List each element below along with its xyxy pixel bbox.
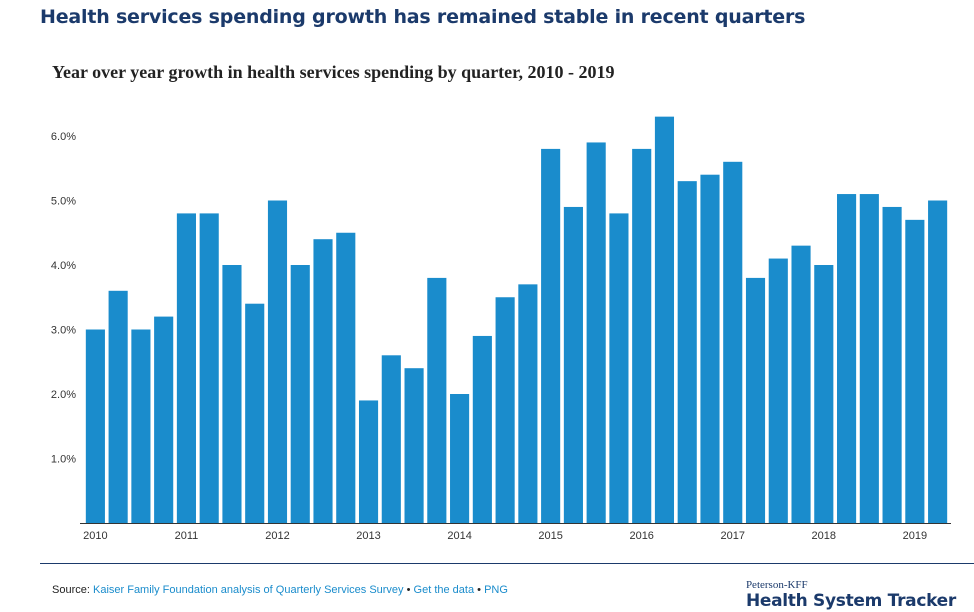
bar[interactable]: 2017 Q3: 4.1% xyxy=(768,258,788,523)
bar[interactable]: 2015 Q3: 5.9% xyxy=(586,142,606,523)
source-line: Source: Kaiser Family Foundation analysi… xyxy=(52,584,508,596)
bar[interactable]: 2011 Q2: 4.8% xyxy=(199,213,219,523)
brand-logo[interactable]: Peterson-KFF Health System Tracker xyxy=(745,579,956,612)
bar[interactable]: 2014 Q3: 3.5% xyxy=(495,297,515,523)
bar[interactable]: 2016 Q2: 6.3% xyxy=(654,116,675,524)
bar[interactable]: 2017 Q2: 3.8% xyxy=(745,277,766,523)
bar[interactable]: 2017 Q4: 4.3% xyxy=(791,245,811,523)
separator: • xyxy=(477,584,482,596)
source-label: Source: xyxy=(52,584,90,596)
bar[interactable]: 2011 Q1: 4.8% xyxy=(176,213,196,523)
bar-chart: 1.0%2.0%3.0%4.0%5.0%6.0% 2010 Q1: 3.0%20… xyxy=(51,116,951,542)
y-tick-label: 5.0% xyxy=(51,196,76,208)
bar[interactable]: 2019 Q1: 4.7% xyxy=(905,219,925,523)
brand-top-text: Peterson-KFF xyxy=(745,579,808,591)
source-link[interactable]: Kaiser Family Foundation analysis of Qua… xyxy=(92,584,404,596)
y-tick-label: 2.0% xyxy=(51,389,76,401)
bar[interactable]: 2013 Q4: 3.8% xyxy=(427,277,447,523)
y-tick-label: 1.0% xyxy=(51,454,76,466)
bar[interactable]: 2018 Q1: 4.0% xyxy=(814,265,834,523)
bar[interactable]: 2017 Q1: 5.6% xyxy=(723,161,743,524)
png-link[interactable]: PNG xyxy=(484,584,508,596)
x-tick-label: 2015 xyxy=(538,530,562,542)
bar[interactable]: 2014 Q4: 3.7% xyxy=(518,284,538,523)
y-tick-label: 4.0% xyxy=(51,260,76,272)
bar[interactable]: 2011 Q4: 3.4% xyxy=(245,303,265,523)
bar[interactable]: 2014 Q1: 2.0% xyxy=(450,394,470,523)
bar[interactable]: 2011 Q3: 4.0% xyxy=(222,265,242,523)
x-tick-label: 2010 xyxy=(83,530,107,542)
bar[interactable]: 2018 Q4: 4.9% xyxy=(882,206,902,523)
bar[interactable]: 2015 Q4: 4.8% xyxy=(609,213,629,523)
bar[interactable]: 2013 Q2: 2.6% xyxy=(381,355,401,523)
x-tick-label: 2017 xyxy=(721,530,745,542)
bar[interactable]: 2016 Q4: 5.4% xyxy=(700,174,720,523)
bar[interactable]: 2010 Q4: 3.2% xyxy=(154,316,174,523)
x-tick-label: 2011 xyxy=(175,530,199,542)
bar[interactable]: 2015 Q1: 5.8% xyxy=(541,148,561,523)
bar[interactable]: 2013 Q3: 2.4% xyxy=(404,368,424,523)
chart-title: Year over year growth in health services… xyxy=(52,62,615,82)
bar[interactable]: 2010 Q1: 3.0% xyxy=(85,329,105,524)
bar[interactable]: 2012 Q1: 5.0% xyxy=(267,200,288,524)
x-tick-label: 2018 xyxy=(812,530,836,542)
bar[interactable]: 2010 Q3: 3.0% xyxy=(131,329,151,524)
footer-divider xyxy=(40,563,974,564)
bar[interactable]: 2013 Q1: 1.9% xyxy=(358,400,379,523)
bar[interactable]: 2010 Q2: 3.6% xyxy=(108,290,128,523)
bar[interactable]: 2014 Q2: 2.9% xyxy=(472,335,492,523)
bar[interactable]: 2012 Q3: 4.4% xyxy=(313,239,333,523)
bar[interactable]: 2019 Q2: 5.0% xyxy=(928,200,948,524)
bar[interactable]: 2012 Q4: 4.5% xyxy=(336,232,356,523)
x-tick-label: 2019 xyxy=(903,530,927,542)
headline: Health services spending growth has rema… xyxy=(40,6,806,28)
get-the-data-link[interactable]: Get the data xyxy=(413,584,475,596)
bar[interactable]: 2018 Q2: 5.1% xyxy=(837,194,857,524)
bar[interactable]: 2012 Q2: 4.0% xyxy=(290,265,310,523)
x-tick-label: 2016 xyxy=(629,530,653,542)
bar[interactable]: 2016 Q3: 5.3% xyxy=(677,181,697,523)
x-tick-label: 2013 xyxy=(356,530,380,542)
x-axis: 2010 2011 2012 2013 2014 2015 2016 2017 2018 2019 xyxy=(80,523,951,542)
x-tick-label: 2014 xyxy=(447,530,471,542)
bar[interactable]: 2016 Q1: 5.8% xyxy=(632,148,652,523)
bar[interactable]: 2015 Q2: 4.9% xyxy=(563,206,583,523)
y-axis: 1.0% 2.0% 3.0% 4.0% 5.0% 6.0% xyxy=(51,131,76,466)
bars: 2010 Q1: 3.0%2010 Q2: 3.6%2010 Q3: 3.0%2… xyxy=(85,116,948,524)
separator: • xyxy=(406,584,411,596)
y-tick-label: 3.0% xyxy=(51,325,76,337)
brand-main-text: Health System Tracker xyxy=(745,591,956,611)
bar[interactable]: 2018 Q3: 5.1% xyxy=(859,194,879,524)
y-tick-label: 6.0% xyxy=(51,131,76,143)
x-tick-label: 2012 xyxy=(265,530,289,542)
